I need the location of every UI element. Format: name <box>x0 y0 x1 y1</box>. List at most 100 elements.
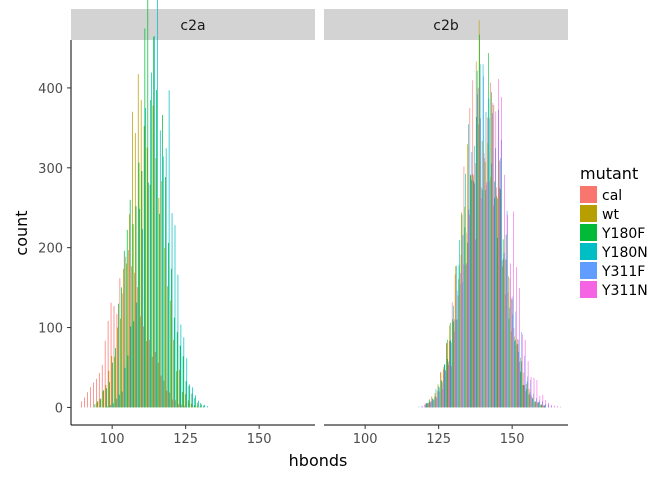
histogram-bar-Y311N <box>489 181 491 408</box>
histogram-bar-Y311N <box>542 394 544 408</box>
histogram-bar-Y311F <box>492 113 493 408</box>
histogram-bar-wt <box>499 160 501 408</box>
histogram-bar-wt <box>514 336 515 408</box>
histogram-bar-Y180F <box>156 89 157 408</box>
histogram-bar-Y180N <box>186 358 188 408</box>
histogram-bar-Y180N <box>204 404 205 408</box>
histogram-bar-cal <box>119 278 121 408</box>
histogram-bar-Y180F <box>432 399 433 408</box>
histogram-bar-Y311N <box>516 267 517 408</box>
histogram-bar-Y180N <box>435 389 437 408</box>
x-axis-ticks-c2a: 100 125 150 <box>100 425 272 447</box>
histogram-bar-Y311F <box>515 311 517 408</box>
histogram-bar-Y180F <box>194 398 196 408</box>
histogram-bar-Y180F <box>94 404 96 408</box>
histogram-bar-Y311F <box>544 404 546 408</box>
histogram-bar-Y180N <box>503 258 504 408</box>
histogram-bar-Y180F <box>508 318 510 408</box>
histogram-bar-cal <box>172 399 174 408</box>
histogram-bar-Y180N <box>177 274 179 408</box>
histogram-bar-cal <box>510 297 512 408</box>
histogram-bar-Y180F <box>535 401 536 408</box>
histogram-bar-Y311F <box>521 331 523 408</box>
histogram-bar-Y180F <box>203 405 205 408</box>
histogram-bar-Y311N <box>474 239 476 408</box>
histogram-bar-wt <box>472 175 474 408</box>
histogram-bar-Y180F <box>120 287 122 408</box>
histogram-bar-Y311F <box>527 376 528 408</box>
histogram-bar-Y311F <box>550 406 552 408</box>
histogram-bar-Y180N <box>441 380 443 408</box>
histogram-bar-Y180F <box>165 177 166 408</box>
histogram-bar-wt <box>431 397 433 408</box>
histogram-bar-wt <box>502 266 503 408</box>
histogram-bar-Y180N <box>142 229 144 408</box>
histogram-bar-cal <box>428 402 429 408</box>
y-tick-label: 100 <box>38 322 63 337</box>
histogram-bar-cal <box>454 274 456 408</box>
histogram-bar-Y180F <box>499 189 501 408</box>
legend-label-Y180F: Y180F <box>601 226 645 242</box>
histogram-bar-wt <box>487 143 489 408</box>
histogram-bar-Y180N <box>453 305 454 408</box>
histogram-bar-Y311N <box>527 361 529 408</box>
histogram-bar-wt <box>537 402 539 408</box>
histogram-bar-Y311N <box>480 198 482 408</box>
histogram-bar-wt <box>176 371 177 408</box>
histogram-bar-cal <box>90 387 91 408</box>
histogram-bar-Y180N <box>450 340 452 408</box>
facet-strip-background <box>324 9 568 40</box>
histogram-bar-cal <box>472 80 474 408</box>
histogram-bar-Y311N <box>442 388 444 408</box>
histogram-bar-Y180F <box>150 99 152 408</box>
histogram-bar-Y311N <box>545 400 547 408</box>
histogram-bar-cal <box>434 396 435 408</box>
legend-swatch-Y180F <box>580 224 597 241</box>
histogram-bar-Y180N <box>133 321 135 408</box>
histogram-bar-cal <box>475 163 476 408</box>
histogram-bar-Y180N <box>156 0 158 408</box>
histogram-bar-Y180F <box>176 332 178 408</box>
histogram-bar-cal <box>178 404 180 408</box>
y-tick-label: 200 <box>38 242 63 257</box>
histogram-bar-Y311N <box>495 111 497 408</box>
histogram-bar-wt <box>452 319 453 408</box>
histogram-bar-Y180N <box>195 395 196 408</box>
histogram-bar-Y311F <box>509 278 511 408</box>
histogram-bar-Y180N <box>509 307 510 408</box>
histogram-bar-wt <box>120 318 121 408</box>
histogram-bar-cal <box>513 328 515 408</box>
histogram-bar-Y180F <box>523 385 525 408</box>
histogram-bar-wt <box>525 384 527 408</box>
histogram-bar-Y180N <box>476 70 478 408</box>
histogram-bar-cal <box>157 362 159 408</box>
histogram-bar-Y180F <box>438 386 439 408</box>
histogram-bar-Y311F <box>424 404 426 408</box>
x-tick-label: 150 <box>500 432 525 447</box>
histogram-bar-Y311N <box>483 152 485 408</box>
histogram-bar-Y311F <box>497 109 499 408</box>
histogram-bar-wt <box>464 206 465 408</box>
histogram-bar-wt <box>187 400 189 408</box>
histogram-bar-wt <box>152 105 154 408</box>
histogram-bar-Y180F <box>514 341 516 408</box>
histogram-bar-Y311N <box>427 403 429 408</box>
histogram-bar-Y180F <box>106 388 108 408</box>
histogram-bar-wt <box>475 61 477 408</box>
histogram-bar-Y311F <box>536 397 537 408</box>
histogram-bar-cal <box>528 394 529 408</box>
histogram-bar-Y180N <box>447 359 449 408</box>
histogram-bar-Y311F <box>500 139 502 408</box>
histogram-bar-cal <box>501 260 503 408</box>
histogram-bar-Y180N <box>145 107 146 408</box>
histogram-bar-Y311N <box>471 173 473 408</box>
legend-label-cal: cal <box>602 188 622 204</box>
histogram-bar-cal <box>469 107 471 408</box>
histogram-bar-Y180F <box>449 322 451 408</box>
histogram-bar-Y180F <box>446 339 448 408</box>
histogram-bar-wt <box>143 125 145 408</box>
histogram-bar-Y311N <box>460 273 461 408</box>
histogram-bar-Y180N <box>538 402 540 408</box>
histogram-bar-wt <box>167 286 169 408</box>
histogram-bar-Y311N <box>560 406 561 408</box>
